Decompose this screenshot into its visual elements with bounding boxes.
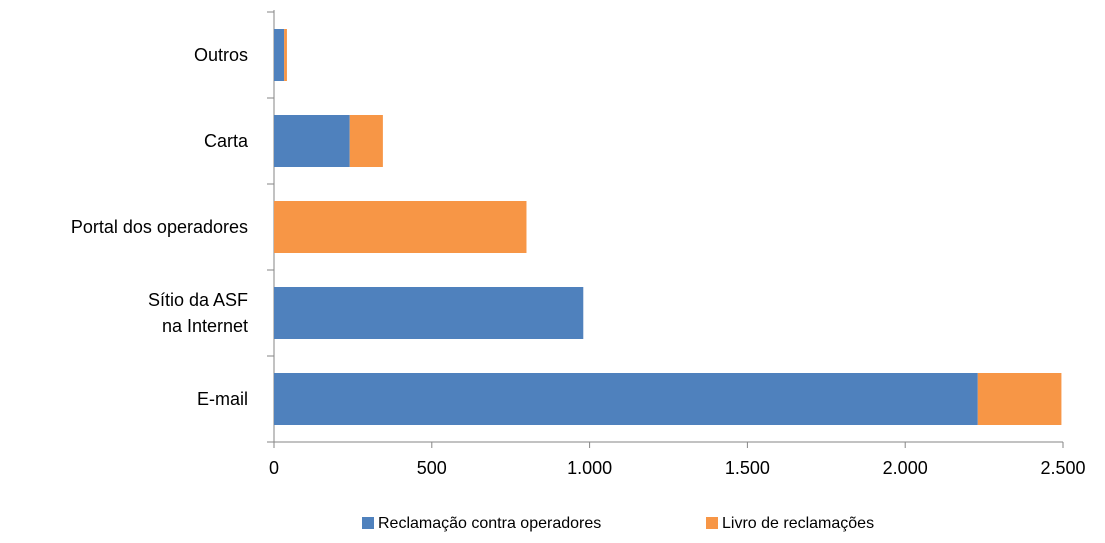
- bar: [274, 201, 527, 253]
- y-tick-label: Portal dos operadores: [70, 217, 248, 237]
- bar: [349, 115, 383, 167]
- legend-swatch: [362, 517, 374, 529]
- legend-swatch: [706, 517, 718, 529]
- bar: [274, 29, 285, 81]
- x-tick-label: 500: [417, 458, 447, 478]
- x-tick-label: 1.000: [567, 458, 612, 478]
- x-tick-label: 2.500: [1040, 458, 1085, 478]
- bar: [977, 373, 1062, 425]
- legend-label: Reclamação contra operadores: [378, 515, 601, 532]
- y-tick-label: E-mail: [196, 389, 248, 409]
- y-tick-label: Sítio da ASF na Internet: [147, 290, 248, 336]
- x-tick-label: 2.000: [883, 458, 928, 478]
- x-tick-label: 1.500: [725, 458, 770, 478]
- y-tick-label: Outros: [193, 45, 248, 65]
- y-tick-label: Carta: [203, 131, 248, 151]
- bar: [274, 115, 350, 167]
- bar: [284, 29, 287, 81]
- x-tick-label: 0: [269, 458, 279, 478]
- bar: [274, 373, 978, 425]
- bar: [274, 287, 584, 339]
- legend-label: Livro de reclamações: [722, 515, 874, 532]
